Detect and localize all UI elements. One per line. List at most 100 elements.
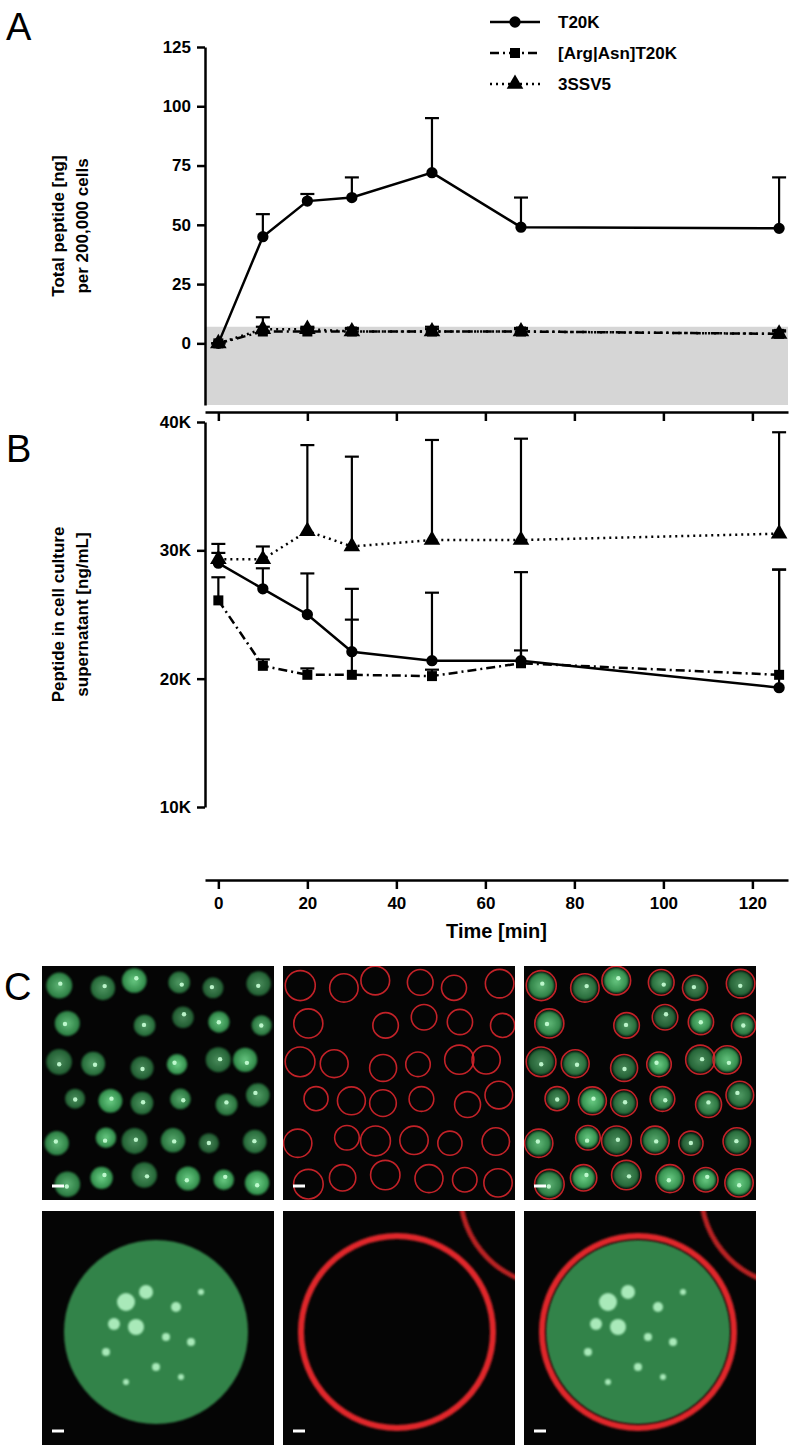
error-cap xyxy=(345,588,359,590)
cell-membrane xyxy=(726,969,755,998)
error-bar xyxy=(300,445,314,531)
tick-mark xyxy=(197,46,205,49)
cell-green xyxy=(528,1049,554,1075)
cell-green xyxy=(650,972,672,994)
vesicle xyxy=(547,1184,551,1188)
axis-line xyxy=(204,423,207,808)
cell-membrane xyxy=(370,1054,397,1081)
error-cap xyxy=(425,592,439,594)
tick-label: 40K xyxy=(160,413,192,432)
cell-green xyxy=(167,1054,188,1075)
cell-membrane xyxy=(570,1165,596,1191)
cell-membrane xyxy=(726,1081,754,1109)
marker xyxy=(213,595,223,605)
tick-label: 10K xyxy=(160,798,192,817)
tick-label: 100 xyxy=(163,97,191,116)
vesicle xyxy=(65,1184,69,1188)
marker xyxy=(302,670,312,680)
tick: 0 xyxy=(182,334,205,353)
cell-membrane xyxy=(602,966,631,995)
error-cap xyxy=(425,439,439,441)
cell-green xyxy=(199,1133,219,1153)
tick xyxy=(663,412,664,421)
panel-label: B xyxy=(6,428,31,470)
vesicle xyxy=(187,1338,195,1346)
tick-label: 125 xyxy=(163,38,191,57)
marker xyxy=(513,530,530,544)
cell-green xyxy=(604,968,629,993)
cell-membrane xyxy=(656,1165,684,1193)
marker xyxy=(302,609,313,620)
cell-membrane xyxy=(284,1129,312,1157)
tick-label: 75 xyxy=(172,156,191,175)
tick: 30K xyxy=(160,541,205,560)
vesicle xyxy=(123,1379,129,1385)
error-bar xyxy=(772,570,786,675)
y-axis: 10K20K30K40K xyxy=(160,413,206,817)
vesicle xyxy=(706,1100,710,1104)
tick-mark xyxy=(218,880,221,889)
tick: 40 xyxy=(387,880,406,913)
vesicle xyxy=(664,1012,668,1016)
vesicle xyxy=(667,1178,671,1182)
error-cap xyxy=(300,444,314,446)
legend-item: 3SSV5 xyxy=(490,74,611,94)
vesicle xyxy=(63,1022,67,1026)
tick-mark xyxy=(197,678,205,681)
tick-mark xyxy=(574,880,577,889)
tick-mark xyxy=(396,412,399,421)
vesicle xyxy=(210,985,214,989)
cell-green xyxy=(55,1171,81,1197)
error-cap xyxy=(211,576,225,578)
tick-mark xyxy=(396,880,399,889)
error-cap xyxy=(514,571,528,573)
vesicle xyxy=(198,1289,204,1295)
marker xyxy=(426,655,437,666)
cell-membrane xyxy=(301,1236,493,1428)
cell-green xyxy=(688,1047,713,1072)
error-cap xyxy=(300,667,314,669)
tick-label: 50 xyxy=(172,216,191,235)
cell-green xyxy=(681,1133,701,1153)
cell-green xyxy=(616,1015,638,1037)
error-cap xyxy=(514,196,528,198)
error-stem xyxy=(431,440,433,540)
cell-membrane xyxy=(438,1131,462,1155)
marker xyxy=(773,682,784,693)
cell-membrane xyxy=(688,1009,713,1034)
cell-membrane xyxy=(411,1005,437,1031)
vesicle xyxy=(117,1293,135,1311)
tick: 0 xyxy=(214,880,223,913)
cell-membrane xyxy=(679,1131,703,1155)
vesicle xyxy=(623,1100,627,1104)
vesicle xyxy=(145,1174,149,1178)
vesicle xyxy=(108,1318,120,1330)
tick-label: 0 xyxy=(182,334,191,353)
neighbour-membrane xyxy=(701,1211,756,1286)
vesicle xyxy=(162,1333,170,1341)
marker xyxy=(427,671,437,681)
legend-marker xyxy=(509,16,520,27)
legend-label: T20K xyxy=(558,13,600,32)
legend-label: 3SSV5 xyxy=(558,75,611,94)
cell-membrane xyxy=(415,1165,443,1193)
image xyxy=(283,966,515,1200)
cell-green xyxy=(64,1240,248,1424)
vesicle xyxy=(252,1139,256,1143)
vesicle xyxy=(134,1138,138,1142)
cell-membrane xyxy=(330,974,358,1002)
image xyxy=(283,1211,515,1445)
error-cap xyxy=(256,545,270,547)
legend-label: [Arg|Asn]T20K xyxy=(558,44,678,63)
vesicle xyxy=(669,1338,677,1346)
tick-mark xyxy=(752,880,755,889)
cell-green xyxy=(643,1128,667,1152)
vesicle xyxy=(627,1174,631,1178)
cell-green xyxy=(208,1011,229,1032)
tick-mark xyxy=(307,412,310,421)
marker xyxy=(344,537,361,551)
vesicle xyxy=(575,1063,579,1067)
cell-membrane xyxy=(406,1052,431,1077)
cell-membrane xyxy=(614,1013,640,1039)
marker xyxy=(258,661,268,671)
